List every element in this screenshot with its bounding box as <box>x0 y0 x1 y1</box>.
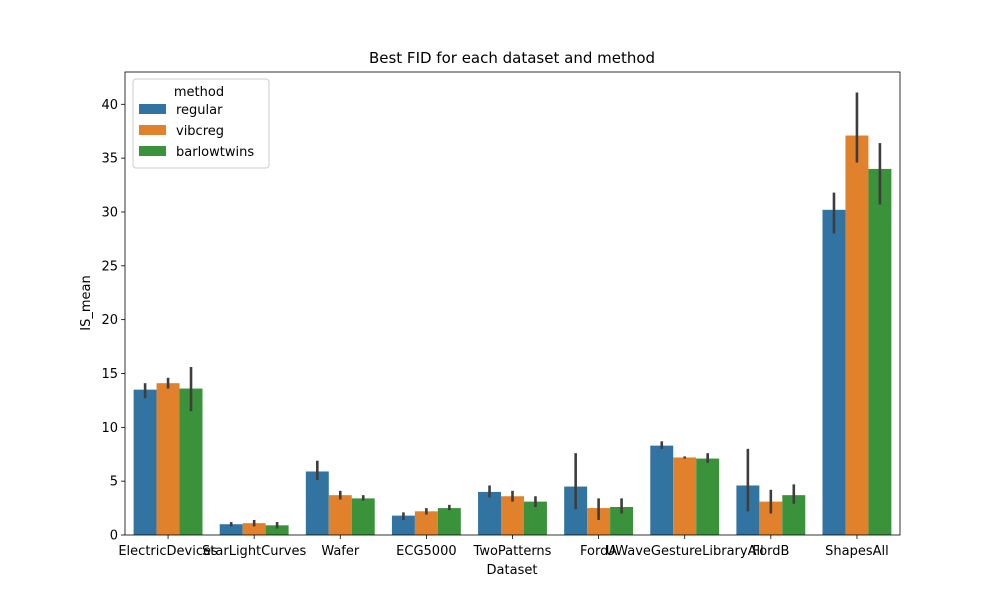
error-bars-layer <box>143 92 882 529</box>
bar-vibcreg-ECG5000 <box>414 511 438 535</box>
legend-label-regular: regular <box>176 103 223 118</box>
bar-vibcreg-FordB <box>759 501 783 535</box>
bar-barlowtwins-Wafer <box>351 498 375 535</box>
bar-regular-ElectricDevices <box>133 389 157 535</box>
y-axis-label: IS_mean <box>79 275 94 330</box>
bar-barlowtwins-FordB <box>782 495 806 535</box>
x-tick-label: StarLightCurves <box>202 544 306 559</box>
chart-title: Best FID for each dataset and method <box>369 49 655 67</box>
x-tick-label: FordB <box>752 544 789 559</box>
x-tick-label: FordA <box>580 544 617 559</box>
bar-barlowtwins-StarLightCurves <box>265 525 289 535</box>
legend-label-vibcreg: vibcreg <box>176 124 224 139</box>
bar-vibcreg-StarLightCurves <box>242 523 266 535</box>
x-tick-label: TwoPatterns <box>473 544 552 559</box>
x-tick-label: UWaveGestureLibraryAll <box>606 544 764 559</box>
bar-vibcreg-FordA <box>587 508 611 535</box>
legend-swatch-barlowtwins <box>139 146 166 156</box>
legend-label-barlowtwins: barlowtwins <box>176 145 254 160</box>
y-tick-label: 30 <box>101 205 118 220</box>
bar-regular-TwoPatterns <box>478 491 502 535</box>
bar-regular-StarLightCurves <box>219 524 243 535</box>
bars-layer <box>133 135 892 535</box>
bar-barlowtwins-TwoPatterns <box>523 501 547 535</box>
x-tick-label: ECG5000 <box>396 544 456 559</box>
bar-regular-UWaveGestureLibraryAll <box>650 445 674 535</box>
bar-vibcreg-ShapesAll <box>845 135 869 535</box>
y-tick-label: 40 <box>101 98 118 113</box>
bar-vibcreg-ElectricDevices <box>156 383 180 535</box>
bar-regular-ECG5000 <box>391 515 415 535</box>
y-tick-label: 10 <box>101 421 118 436</box>
y-tick-label: 15 <box>101 367 118 382</box>
legend-swatch-regular <box>139 104 166 114</box>
y-tick-label: 20 <box>101 313 118 328</box>
legend-box <box>132 78 270 169</box>
bar-regular-FordA <box>564 486 588 535</box>
legend: method regular vibcreg barlowtwins <box>132 78 270 169</box>
x-tick-label: Wafer <box>321 544 360 559</box>
y-tick-label: 25 <box>101 259 118 274</box>
bar-regular-Wafer <box>305 471 329 535</box>
y-tick-label: 35 <box>101 152 118 167</box>
x-tick-label: ElectricDevices <box>118 544 218 559</box>
bar-vibcreg-UWaveGestureLibraryAll <box>673 457 697 535</box>
bar-barlowtwins-ECG5000 <box>437 508 461 535</box>
y-tick-label: 0 <box>110 529 118 544</box>
bar-regular-ShapesAll <box>822 209 846 535</box>
legend-swatch-vibcreg <box>139 125 166 135</box>
bar-barlowtwins-FordA <box>610 507 634 535</box>
x-axis-label: Dataset <box>487 563 538 578</box>
legend-title: method <box>174 85 224 100</box>
bar-vibcreg-Wafer <box>328 495 352 535</box>
bar-barlowtwins-ElectricDevices <box>179 388 203 535</box>
y-axis: 0 5 10 15 20 25 30 35 40 <box>101 98 125 544</box>
bar-vibcreg-TwoPatterns <box>501 496 524 535</box>
bar-barlowtwins-ShapesAll <box>868 168 892 535</box>
y-tick-label: 5 <box>110 475 118 490</box>
x-tick-label: ShapesAll <box>825 544 889 559</box>
bar-barlowtwins-UWaveGestureLibraryAll <box>696 458 720 535</box>
